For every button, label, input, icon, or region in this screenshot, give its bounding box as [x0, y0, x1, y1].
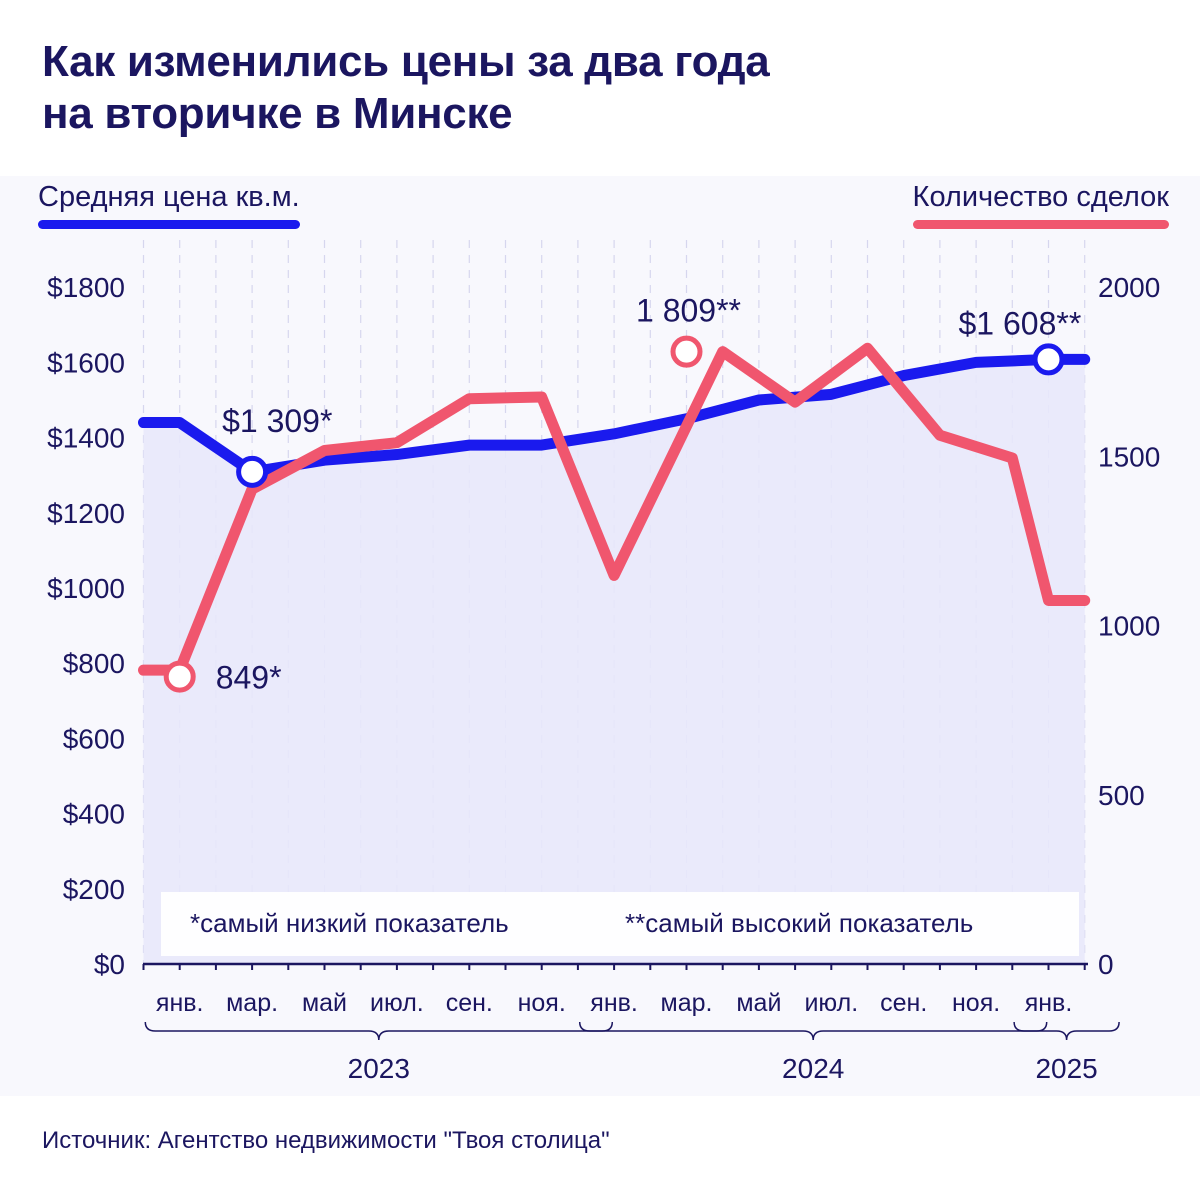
- y-left-tick-label: $600: [63, 723, 125, 754]
- x-tick-label: мар.: [661, 989, 713, 1017]
- annotation-label: $1 309*: [222, 403, 332, 439]
- x-tick-label: май: [736, 989, 781, 1017]
- annotation-label: 1 809**: [636, 293, 741, 329]
- chart-title-line-2: на вторичке в Минске: [42, 89, 513, 138]
- year-label: 2023: [348, 1053, 410, 1084]
- price-area: [143, 359, 1085, 965]
- x-tick-label: янв.: [1025, 989, 1073, 1017]
- source-note: Источник: Агентство недвижимости "Твоя с…: [42, 1127, 610, 1154]
- y-right-tick-label: 1000: [1098, 611, 1160, 642]
- price-area-fill: [143, 359, 1085, 965]
- y-left-tick-label: $0: [94, 949, 125, 980]
- footnote-background: [161, 892, 1079, 956]
- annotations: $1 309* 849* 1 809** $1 608**: [216, 293, 1082, 696]
- legend-price-swatch: [38, 220, 300, 229]
- legend-deals-swatch: [912, 220, 1169, 229]
- note-lowest: *самый низкий показатель: [190, 908, 509, 938]
- x-tick-label: янв.: [156, 989, 204, 1017]
- chart-title: Как изменились цены за два года на втори…: [42, 36, 770, 140]
- y-right-tick-label: 500: [1098, 780, 1145, 811]
- y-left-tick-label: $400: [63, 799, 125, 830]
- year-brace: [1013, 1021, 1120, 1041]
- legend-deals: Количество сделок: [912, 181, 1169, 229]
- note-highest: **самый высокий показатель: [625, 908, 973, 938]
- annotation-label: 849*: [216, 660, 282, 696]
- price-line: [138, 353, 1091, 478]
- annotation-marker: [163, 660, 196, 693]
- annotation-marker: [1032, 343, 1065, 376]
- deals-line: [138, 342, 1091, 676]
- x-tick-label: июл.: [804, 989, 858, 1017]
- x-tick-label: мар.: [226, 989, 278, 1017]
- y-left-tick-label: $200: [63, 874, 125, 905]
- x-tick-label: сен.: [880, 989, 927, 1017]
- y-right-tick-label: 2000: [1098, 272, 1160, 303]
- annotation-marker: [236, 455, 269, 488]
- year-label: 2024: [782, 1053, 844, 1084]
- x-axis: янв. мар. май июл. сен. ноя. янв. мар. май июл. се…: [142, 962, 1120, 1084]
- legend-price: Средняя цена кв.м.: [38, 181, 300, 229]
- year-label: 2025: [1035, 1053, 1097, 1084]
- x-tick-label: май: [302, 989, 347, 1017]
- y-left-tick-label: $1800: [47, 272, 125, 303]
- y-right-tick-label: 0: [1098, 949, 1114, 980]
- x-tick-label: июл.: [370, 989, 424, 1017]
- chart-title-line-1: Как изменились цены за два года: [42, 37, 770, 86]
- x-tick-label: янв.: [590, 989, 638, 1017]
- series-lines: [138, 342, 1091, 676]
- year-brace: [144, 1021, 614, 1041]
- x-tick-label: ноя.: [952, 989, 1000, 1017]
- x-tick-label: сен.: [446, 989, 493, 1017]
- series-markers: [163, 335, 1065, 693]
- y-left-tick-label: $800: [63, 648, 125, 679]
- y-left-tick-label: $1200: [47, 498, 125, 529]
- annotation-label: $1 608**: [959, 305, 1082, 341]
- y-axis-right: 0 500 1000 1500 2000: [1098, 272, 1160, 980]
- y-left-tick-label: $1000: [47, 573, 125, 604]
- legend-price-label: Средняя цена кв.м.: [38, 181, 300, 213]
- y-left-tick-label: $1400: [47, 423, 125, 454]
- annotation-marker: [670, 335, 703, 368]
- y-right-tick-label: 1500: [1098, 441, 1160, 472]
- footnote-box: *самый низкий показатель **самый высокий …: [161, 892, 1079, 956]
- year-brace: [578, 1021, 1048, 1041]
- legend-deals-label: Количество сделок: [912, 181, 1169, 213]
- x-tick-label: ноя.: [518, 989, 566, 1017]
- y-axis-left: $0 $200 $400 $600 $800 $1000 $1200 $1400 $1600 $1…: [47, 272, 125, 980]
- y-left-tick-label: $1600: [47, 347, 125, 378]
